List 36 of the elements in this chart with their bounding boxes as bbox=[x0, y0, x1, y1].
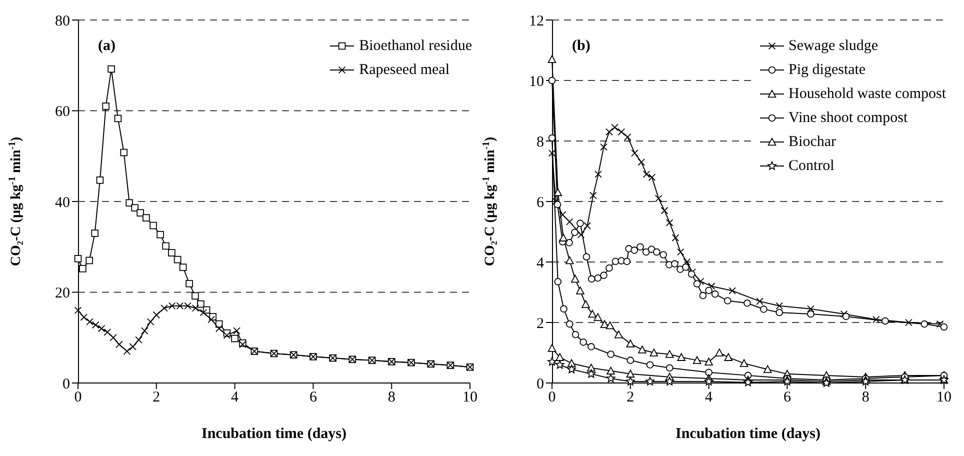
y-tick-label: 40 bbox=[55, 194, 70, 211]
x-axis-title: Incubation time (days) bbox=[675, 426, 821, 442]
legend-label: Bioethanol residue bbox=[359, 37, 472, 56]
x-tick-label: 10 bbox=[462, 390, 478, 406]
y-tick-label: 10 bbox=[529, 74, 544, 90]
x-tick-label: 0 bbox=[74, 390, 82, 406]
x-tick-label: 2 bbox=[626, 390, 634, 406]
y-tick-label: 2 bbox=[536, 316, 544, 332]
y-tick-label: 0 bbox=[536, 376, 544, 392]
legend-label: Vine shoot compost bbox=[788, 109, 908, 128]
x-tick-label: 8 bbox=[862, 390, 870, 406]
x-tick-label: 0 bbox=[548, 390, 556, 406]
y-tick-label: 12 bbox=[529, 13, 544, 30]
x-tick-label: 2 bbox=[152, 390, 160, 406]
x-tick-label: 6 bbox=[783, 390, 792, 406]
legend-label: Rapeseed meal bbox=[359, 61, 450, 80]
y-tick-label: 60 bbox=[55, 104, 70, 120]
y-tick-label: 0 bbox=[62, 376, 70, 392]
x-tick-label: 8 bbox=[388, 390, 396, 406]
x-tick-label: 4 bbox=[231, 390, 240, 406]
y-tick-label: 6 bbox=[536, 194, 544, 211]
legend-label: Control bbox=[788, 157, 834, 176]
y-tick-label: 8 bbox=[536, 134, 544, 150]
x-tick-label: 6 bbox=[309, 390, 318, 406]
y-tick-label: 4 bbox=[536, 255, 544, 272]
annotation: (b) bbox=[572, 38, 590, 55]
x-tick-label: 10 bbox=[936, 390, 952, 406]
x-tick-label: 4 bbox=[705, 390, 714, 406]
legend-label: Biochar bbox=[788, 133, 836, 152]
legend-label: Household waste compost bbox=[788, 85, 946, 104]
y-tick-label: 80 bbox=[55, 13, 70, 30]
legend-label: Pig digestate bbox=[788, 61, 866, 80]
y-tick-label: 20 bbox=[55, 286, 70, 302]
legend-label: Sewage sludge bbox=[788, 37, 878, 56]
x-axis-title: Incubation time (days) bbox=[201, 426, 347, 442]
annotation: (a) bbox=[98, 38, 116, 55]
